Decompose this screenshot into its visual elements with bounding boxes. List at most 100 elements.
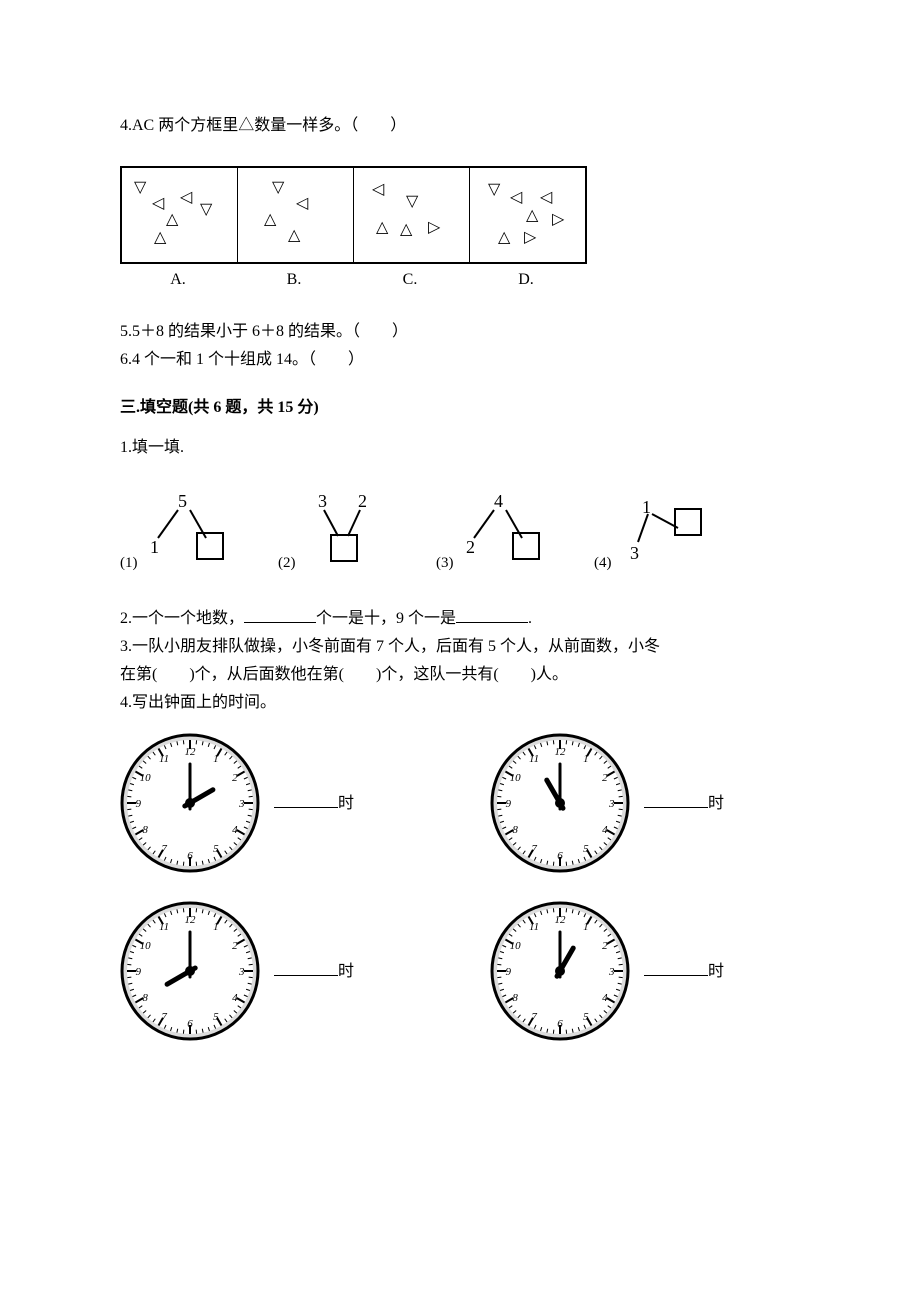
- number-bond-caption: (2): [278, 552, 296, 575]
- svg-text:10: 10: [140, 940, 152, 952]
- triangle-glyph: ▽: [488, 182, 500, 198]
- triangle-cell: ▽◁△△: [238, 168, 354, 262]
- svg-text:7: 7: [161, 1011, 167, 1023]
- blank: [644, 791, 708, 808]
- question-5-text: 5.5＋8 的结果小于 6＋8 的结果。（ ）: [120, 320, 800, 344]
- svg-text:1: 1: [213, 753, 219, 765]
- clock-row: 123456789101112时: [120, 901, 430, 1041]
- triangle-glyph: ▽: [406, 194, 418, 210]
- triangle-cell-label: A.: [120, 264, 236, 292]
- svg-text:12: 12: [555, 914, 567, 926]
- worksheet-page: 4.AC 两个方框里△数量一样多。（ ） ▽◁△◁▽△▽◁△△◁▽△△▷▽◁◁△…: [0, 0, 920, 1101]
- svg-text:8: 8: [512, 824, 518, 836]
- svg-text:7: 7: [531, 843, 537, 855]
- svg-text:5: 5: [213, 843, 219, 855]
- question-4-text: 4.AC 两个方框里△数量一样多。（ ）: [120, 114, 800, 138]
- triangle-cell-label: B.: [236, 264, 352, 292]
- blank: [644, 959, 708, 976]
- svg-text:6: 6: [557, 850, 563, 862]
- svg-text:4: 4: [602, 824, 608, 836]
- triangle-glyph: ▷: [524, 230, 536, 246]
- blank: [244, 606, 316, 623]
- clock-grid: 123456789101112时123456789101112时12345678…: [120, 733, 800, 1041]
- triangle-glyph: ▷: [552, 212, 564, 228]
- svg-text:3: 3: [238, 966, 245, 978]
- number-bond: 42(3): [436, 488, 556, 578]
- triangle-glyph: △: [526, 208, 538, 224]
- svg-text:4: 4: [232, 992, 238, 1004]
- q3-2-post: .: [528, 610, 532, 627]
- svg-text:1: 1: [213, 921, 219, 933]
- clock-unit-label: 时: [338, 792, 354, 816]
- clock-row: 123456789101112时: [490, 901, 800, 1041]
- number-bond-caption: (3): [436, 552, 454, 575]
- svg-text:1: 1: [583, 753, 589, 765]
- clock-row: 123456789101112时: [120, 733, 430, 873]
- clock-answer: 时: [274, 791, 354, 816]
- svg-text:3: 3: [608, 966, 615, 978]
- svg-text:12: 12: [555, 746, 567, 758]
- number-bond-caption: (1): [120, 552, 138, 575]
- svg-text:9: 9: [135, 798, 141, 810]
- svg-text:5: 5: [213, 1011, 219, 1023]
- svg-text:7: 7: [161, 843, 167, 855]
- svg-text:11: 11: [529, 921, 539, 933]
- question-3-1-text: 1.填一填.: [120, 436, 800, 460]
- question-3-2: 2.一个一个地数， 个一是十，9 个一是.: [120, 606, 800, 631]
- clock-face: 123456789101112: [490, 733, 630, 873]
- number-bond: 32(2): [278, 488, 398, 578]
- number-bond-figure: 51(1)32(2)42(3)13(4): [120, 488, 800, 578]
- svg-text:6: 6: [187, 1018, 193, 1030]
- svg-text:5: 5: [583, 843, 589, 855]
- triangle-glyph: ◁: [180, 190, 192, 206]
- triangle-glyph: △: [376, 220, 388, 236]
- triangle-cell: ◁▽△△▷: [354, 168, 470, 262]
- clock-face: 123456789101112: [120, 901, 260, 1041]
- triangle-glyph: △: [288, 228, 300, 244]
- triangle-glyph: ▽: [134, 180, 146, 196]
- svg-text:8: 8: [142, 992, 148, 1004]
- triangle-glyph: ▽: [200, 202, 212, 218]
- clock-answer: 时: [644, 791, 724, 816]
- triangle-glyph: ▽: [272, 180, 284, 196]
- svg-text:9: 9: [135, 966, 141, 978]
- svg-text:6: 6: [187, 850, 193, 862]
- svg-text:6: 6: [557, 1018, 563, 1030]
- svg-text:7: 7: [531, 1011, 537, 1023]
- triangle-cell: ▽◁◁△△▷▷: [470, 168, 585, 262]
- svg-text:2: 2: [232, 940, 238, 952]
- svg-text:11: 11: [159, 921, 169, 933]
- question-3-3-line2: 在第( )个，从后面数他在第( )个，这队一共有( )人。: [120, 663, 800, 687]
- svg-text:11: 11: [529, 753, 539, 765]
- question-3-4-text: 4.写出钟面上的时间。: [120, 691, 800, 715]
- svg-text:9: 9: [505, 798, 511, 810]
- question-6-text: 6.4 个一和 1 个十组成 14。（ ）: [120, 348, 800, 372]
- clock-unit-label: 时: [338, 960, 354, 984]
- triangle-glyph: △: [498, 230, 510, 246]
- triangle-cell-label: D.: [468, 264, 584, 292]
- svg-text:1: 1: [583, 921, 589, 933]
- q3-2-pre: 2.一个一个地数，: [120, 610, 244, 627]
- clock-answer: 时: [644, 959, 724, 984]
- triangles-figure: ▽◁△◁▽△▽◁△△◁▽△△▷▽◁◁△△▷▷ A.B.C.D.: [120, 166, 587, 292]
- svg-text:5: 5: [583, 1011, 589, 1023]
- triangle-glyph: ◁: [372, 182, 384, 198]
- svg-text:8: 8: [512, 992, 518, 1004]
- question-3-3-line1: 3.一队小朋友排队做操，小冬前面有 7 个人，后面有 5 个人，从前面数，小冬: [120, 635, 800, 659]
- svg-text:2: 2: [602, 940, 608, 952]
- number-bond-caption: (4): [594, 552, 612, 575]
- clock-answer: 时: [274, 959, 354, 984]
- triangle-glyph: ◁: [540, 190, 552, 206]
- svg-text:4: 4: [232, 824, 238, 836]
- clock-unit-label: 时: [708, 792, 724, 816]
- svg-text:3: 3: [238, 798, 245, 810]
- triangle-glyph: ▷: [428, 220, 440, 236]
- section-3-title: 三.填空题(共 6 题，共 15 分): [120, 396, 800, 420]
- clock-face: 123456789101112: [120, 733, 260, 873]
- clock-face: 123456789101112: [490, 901, 630, 1041]
- svg-text:3: 3: [608, 798, 615, 810]
- q3-2-mid: 个一是十，9 个一是: [316, 610, 456, 627]
- triangle-glyph: △: [166, 212, 178, 228]
- triangle-cell: ▽◁△◁▽△: [122, 168, 238, 262]
- blank: [274, 791, 338, 808]
